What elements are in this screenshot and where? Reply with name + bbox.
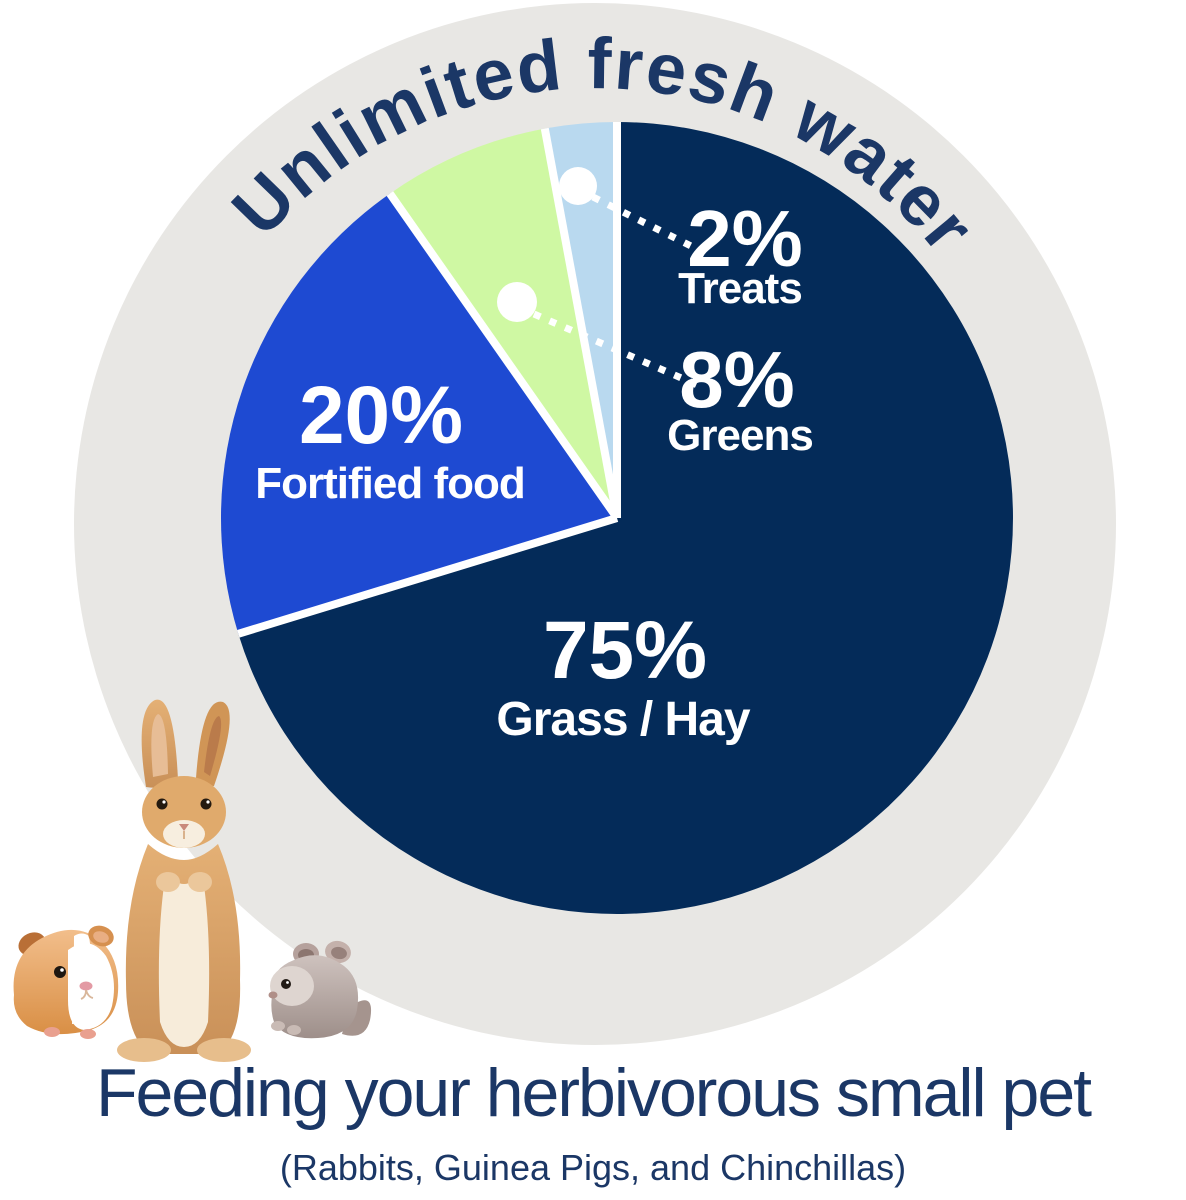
chinchilla-face [270,966,314,1006]
chinchilla-front-paw [271,1021,285,1031]
rabbit-left-eye-glint [162,800,166,804]
rabbit-left-paw [156,872,180,892]
guinea-pig-nose [79,981,93,991]
guinea-pig-eye-glint [60,968,64,972]
greens-leader-line [532,310,704,391]
rabbit-right-eye-glint [206,800,210,804]
guinea-pig-mouth [80,989,94,1000]
rabbit-nose [179,824,189,831]
rabbit-belly [158,872,210,1047]
pie-slice-gaps [237,122,621,638]
rabbit-head [142,776,226,848]
label-treats-pct: 2% [687,194,803,283]
greens-leader-dot [497,282,537,322]
pie-slice-fortified-food [220,193,617,634]
chinchilla-eye-glint [286,981,289,984]
pie-gap-line [386,191,621,521]
rabbit-right-ear-inner [204,716,222,776]
label-grass-hay-pct: 75% [543,605,707,696]
pie-slice-grass-hay [238,122,1013,914]
label-fortified-food: Fortified food [255,459,525,508]
rabbit-right-paw [188,872,212,892]
guinea-pig-front-foot [44,1027,60,1037]
page-title: Feeding your herbivorous small pet [95,1055,1092,1131]
label-greens: Greens [667,411,813,460]
rabbit-right-eye [200,798,212,810]
page-subtitle: (Rabbits, Guinea Pigs, and Chinchillas) [279,1147,907,1188]
pie-gap-line [237,514,619,638]
guinea-pig-eye [54,966,66,978]
label-greens-pct: 8% [679,335,795,424]
chinchilla-nose [268,991,278,999]
chinchilla-right-ear-inner [331,946,347,960]
chinchilla-back-paw [287,1025,301,1035]
treats-leader-line [591,193,703,255]
chinchilla-eye [281,979,291,989]
guinea-pig-back-foot [80,1029,96,1039]
treats-leader-dot [559,167,597,205]
label-treats: Treats [678,264,802,313]
guinea-pig-photo [13,925,119,1039]
rabbit-photo [117,699,251,1062]
chinchilla-photo [268,940,372,1039]
rabbit-left-ear-inner [151,714,168,777]
rabbit-right-foot [197,1038,251,1062]
rabbit-left-foot [117,1038,171,1062]
rabbit-left-eye [156,798,168,810]
pie-gap-line [540,127,621,519]
label-grass-hay: Grass / Hay [496,693,750,746]
guinea-pig-white-blaze [72,933,93,1024]
guinea-pig-right-ear-inner [93,931,109,943]
label-fortified-food-pct: 20% [299,370,463,461]
